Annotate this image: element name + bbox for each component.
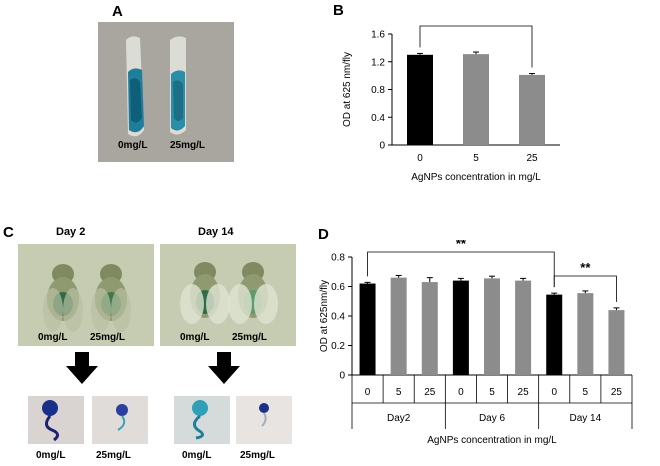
bar bbox=[452, 280, 469, 375]
gut-image bbox=[28, 396, 84, 444]
significance-bracket bbox=[553, 275, 617, 302]
bar bbox=[519, 74, 545, 145]
down-arrow-icon bbox=[208, 352, 240, 384]
gut-photo-day14-25 bbox=[236, 396, 292, 444]
significance-label: ** bbox=[456, 240, 467, 251]
bar bbox=[390, 277, 407, 375]
gut-label-day2-25: 25mg/L bbox=[96, 450, 132, 461]
bar bbox=[463, 54, 489, 145]
x-tick-label: 0 bbox=[551, 387, 557, 398]
x-tick-label: 25 bbox=[611, 387, 623, 398]
x-tick-label: 25 bbox=[526, 153, 538, 164]
gut-photo-day14-0 bbox=[174, 396, 230, 444]
bar bbox=[577, 293, 594, 375]
panel-b-chart: 0 0.4 0.8 1.2 1.6 OD at 625 nm/fly 0 5 25 *** AgNP… bbox=[342, 18, 560, 183]
significance-bracket bbox=[419, 25, 533, 68]
fly-image-day14 bbox=[160, 244, 296, 346]
panel-c-day-14: Day 14 bbox=[198, 226, 234, 238]
fly-label-day14-25: 25mg/L bbox=[232, 332, 268, 343]
gut-image bbox=[92, 396, 148, 444]
group-label: Day2 bbox=[387, 413, 411, 424]
x-tick-label: 25 bbox=[518, 387, 530, 398]
y-tick-label: 1.2 bbox=[371, 57, 385, 68]
fly-photo-day14: 0mg/L 25mg/L bbox=[160, 244, 296, 346]
bar bbox=[546, 294, 563, 375]
x-tick-label: 5 bbox=[473, 153, 479, 164]
fly-photo-day2: 0mg/L 25mg/L bbox=[18, 244, 154, 346]
bar bbox=[421, 282, 438, 375]
panel-b-letter: B bbox=[333, 2, 344, 19]
x-axis-label: AgNPs concentration in mg/L bbox=[427, 435, 557, 446]
gut-label-day14-0: 0mg/L bbox=[182, 450, 212, 461]
significance-label: ** bbox=[580, 260, 591, 275]
panel-c-day-2: Day 2 bbox=[56, 226, 86, 238]
y-axis-label: OD at 625nm/fly bbox=[319, 280, 330, 352]
panel-a-letter: A bbox=[112, 3, 123, 20]
panel-c-letter: C bbox=[3, 224, 14, 241]
panel-d-chart: 0 0.2 0.4 0.6 0.8 OD at 625nm/fly 0 5 25 0 5 25 0 5 25… bbox=[319, 240, 633, 446]
fly-image-day2 bbox=[18, 244, 154, 346]
y-tick-label: 0.6 bbox=[331, 282, 345, 293]
gut-label-day14-25: 25mg/L bbox=[240, 450, 276, 461]
panel-a-label-25: 25mg/L bbox=[170, 140, 206, 151]
gut-label-day2-0: 0mg/L bbox=[36, 450, 66, 461]
x-axis-label: AgNPs concentration in mg/L bbox=[411, 172, 541, 183]
y-tick-label: 0.4 bbox=[371, 113, 385, 124]
fly-label-day2-25: 25mg/L bbox=[90, 332, 126, 343]
group-label: Day 14 bbox=[569, 413, 601, 424]
x-tick-label: 5 bbox=[396, 387, 402, 398]
bar bbox=[608, 310, 625, 375]
gut-photo-day2-25 bbox=[92, 396, 148, 444]
bar bbox=[359, 283, 376, 375]
group-label: Day 6 bbox=[479, 413, 506, 424]
x-tick-label: 25 bbox=[424, 387, 436, 398]
y-tick-label: 0.2 bbox=[331, 341, 345, 352]
panel-d-letter: D bbox=[318, 226, 329, 243]
x-tick-label: 5 bbox=[583, 387, 589, 398]
x-tick-label: 0 bbox=[458, 387, 464, 398]
x-tick-label: 0 bbox=[417, 153, 423, 164]
bar bbox=[484, 278, 500, 375]
gut-image bbox=[236, 396, 292, 444]
gut-photo-day2-0 bbox=[28, 396, 84, 444]
significance-bracket bbox=[367, 251, 555, 288]
panel-a-label-0: 0mg/L bbox=[118, 140, 148, 151]
y-axis-label: OD at 625 nm/fly bbox=[342, 52, 353, 127]
panel-a-photo: 0mg/L 25mg/L bbox=[98, 22, 234, 162]
larvae-stain-image bbox=[98, 22, 234, 162]
y-tick-label: 0 bbox=[339, 371, 345, 382]
x-tick-label: 0 bbox=[365, 387, 371, 398]
down-arrow-icon bbox=[66, 352, 98, 384]
x-tick-label: 5 bbox=[489, 387, 495, 398]
fly-label-day14-0: 0mg/L bbox=[180, 332, 210, 343]
y-tick-label: 1.6 bbox=[371, 30, 385, 41]
significance-label: *** bbox=[468, 18, 484, 25]
y-tick-label: 0 bbox=[379, 141, 385, 152]
fly-label-day2-0: 0mg/L bbox=[38, 332, 68, 343]
y-tick-label: 0.4 bbox=[331, 312, 345, 323]
bar bbox=[407, 54, 433, 145]
y-tick-label: 0.8 bbox=[371, 85, 385, 96]
bar bbox=[515, 280, 532, 375]
gut-image bbox=[174, 396, 230, 444]
y-tick-label: 0.8 bbox=[331, 253, 345, 264]
